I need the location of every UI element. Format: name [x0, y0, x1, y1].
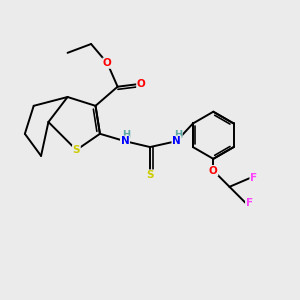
Text: F: F — [246, 198, 253, 208]
Text: N: N — [172, 136, 181, 146]
Text: S: S — [146, 170, 154, 180]
Text: H: H — [174, 130, 182, 140]
Text: O: O — [209, 166, 218, 176]
Text: S: S — [73, 145, 80, 155]
Text: O: O — [137, 79, 146, 89]
Text: H: H — [122, 130, 130, 140]
Text: N: N — [121, 136, 129, 146]
Text: O: O — [103, 58, 112, 68]
Text: F: F — [250, 173, 257, 183]
